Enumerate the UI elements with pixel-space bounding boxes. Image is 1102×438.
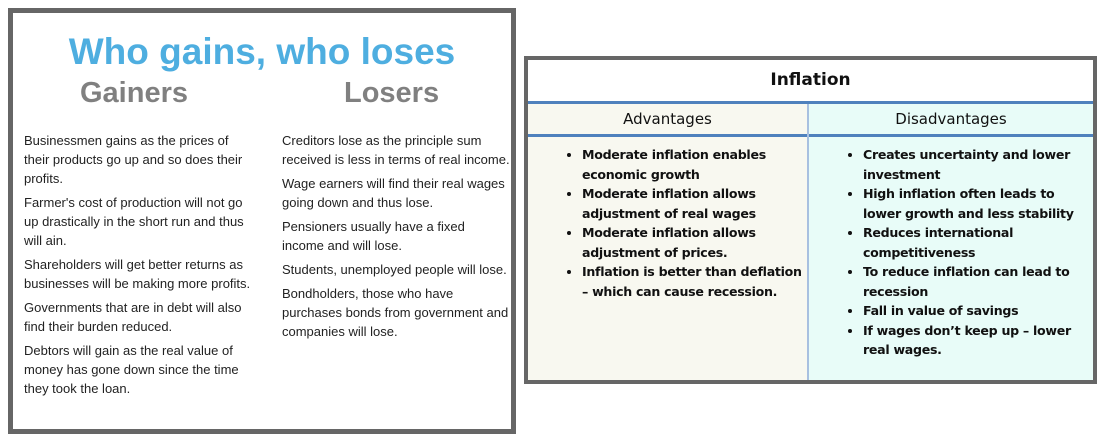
losers-heading: Losers [344, 77, 440, 109]
disadvantage-item: Fall in value of savings [863, 301, 1093, 321]
gainer-item: Governments that are in debt will also f… [24, 300, 242, 334]
advantage-item: Moderate inflation allows adjustment of … [582, 223, 807, 262]
loser-item: Wage earners will find their real wages … [282, 176, 505, 210]
disadvantage-item: High inflation often leads to lower grow… [863, 184, 1093, 223]
gainer-item: Debtors will gain as the real value of m… [24, 343, 239, 396]
loser-item: Creditors lose as the principle sum rece… [282, 133, 510, 167]
who-gains-who-loses-panel: Who gains, who loses Gainers Losers Busi… [8, 8, 516, 434]
table-title: Inflation [528, 60, 1093, 104]
advantage-item: Inflation is better than deflation – whi… [582, 262, 807, 301]
disadvantages-heading: Disadvantages [809, 104, 1093, 137]
loser-item: Pensioners usually have a fixed income a… [282, 219, 465, 253]
disadvantage-item: Creates uncertainty and lower investment [863, 145, 1093, 184]
panel-title: Who gains, who loses [68, 31, 456, 72]
advantage-item: Moderate inflation enables economic grow… [582, 145, 807, 184]
inflation-table: Inflation Advantages Moderate inflation … [524, 56, 1097, 384]
loser-item: Students, unemployed people will lose. [282, 262, 507, 277]
advantage-item: Moderate inflation allows adjustment of … [582, 184, 807, 223]
gainer-item: Businessmen gains as the prices of their… [24, 133, 243, 186]
disadvantage-item: To reduce inflation can lead to recessio… [863, 262, 1093, 301]
disadvantages-column: Disadvantages Creates uncertainty and lo… [809, 104, 1093, 380]
gainer-item: Farmer's cost of production will not go … [24, 195, 244, 248]
gainers-heading: Gainers [80, 77, 188, 109]
losers-list: Creditors lose as the principle sum rece… [282, 131, 510, 346]
advantages-heading: Advantages [528, 104, 807, 137]
disadvantage-item: Reduces international competitiveness [863, 223, 1093, 262]
gainer-item: Shareholders will get better returns as … [24, 257, 251, 291]
advantages-column: Advantages Moderate inflation enables ec… [528, 104, 809, 380]
gainers-list: Businessmen gains as the prices of their… [24, 131, 254, 403]
disadvantage-item: If wages don’t keep up – lower real wage… [863, 321, 1093, 360]
loser-item: Bondholders, those who have purchases bo… [282, 286, 509, 339]
